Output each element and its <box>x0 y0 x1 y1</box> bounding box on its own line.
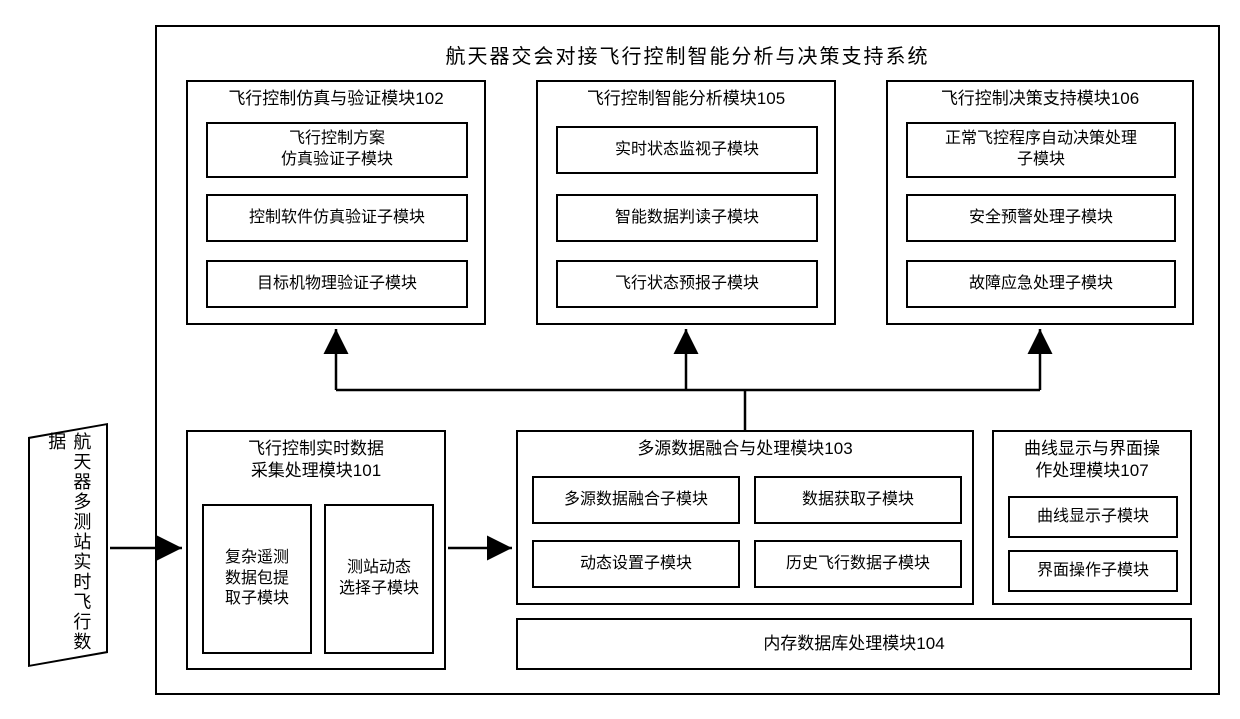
module-m102: 飞行控制仿真与验证模块102 飞行控制方案仿真验证子模块控制软件仿真验证子模块目标… <box>186 80 486 325</box>
submodule-m105-2: 飞行状态预报子模块 <box>556 260 818 308</box>
submodule-m102-1: 控制软件仿真验证子模块 <box>206 194 468 242</box>
submodule-m102-0: 飞行控制方案仿真验证子模块 <box>206 122 468 178</box>
module-m106: 飞行控制决策支持模块106 正常飞控程序自动决策处理子模块安全预警处理子模块故障应… <box>886 80 1194 325</box>
submodule-m103-0: 多源数据融合子模块 <box>532 476 740 524</box>
submodule-m103-2: 动态设置子模块 <box>532 540 740 588</box>
submodule-m105-0: 实时状态监视子模块 <box>556 126 818 174</box>
module-title-m101: 飞行控制实时数据采集处理模块101 <box>188 432 444 486</box>
submodule-m103-1: 数据获取子模块 <box>754 476 962 524</box>
input-data-box: 航天器多测站实时飞行数据 <box>28 423 108 667</box>
submodule-m106-0: 正常飞控程序自动决策处理子模块 <box>906 122 1176 178</box>
system-title: 航天器交会对接飞行控制智能分析与决策支持系统 <box>155 40 1220 69</box>
module-title-m105: 飞行控制智能分析模块105 <box>538 82 834 114</box>
module-m107: 曲线显示与界面操作处理模块107 曲线显示子模块界面操作子模块 <box>992 430 1192 605</box>
submodule-m103-3: 历史飞行数据子模块 <box>754 540 962 588</box>
module-title-m107: 曲线显示与界面操作处理模块107 <box>994 432 1190 486</box>
input-data-label: 航天器多测站实时飞行数据 <box>43 432 93 658</box>
module-title-m104: 内存数据库处理模块104 <box>763 633 944 655</box>
submodule-m101-1: 测站动态选择子模块 <box>324 504 434 654</box>
module-title-m102: 飞行控制仿真与验证模块102 <box>188 82 484 114</box>
submodule-m107-0: 曲线显示子模块 <box>1008 496 1178 538</box>
module-m104: 内存数据库处理模块104 <box>516 618 1192 670</box>
submodule-m106-2: 故障应急处理子模块 <box>906 260 1176 308</box>
submodule-m105-1: 智能数据判读子模块 <box>556 194 818 242</box>
module-title-m106: 飞行控制决策支持模块106 <box>888 82 1192 114</box>
submodule-m107-1: 界面操作子模块 <box>1008 550 1178 592</box>
submodule-m102-2: 目标机物理验证子模块 <box>206 260 468 308</box>
module-title-m103: 多源数据融合与处理模块103 <box>518 432 972 464</box>
module-m105: 飞行控制智能分析模块105 实时状态监视子模块智能数据判读子模块飞行状态预报子模块 <box>536 80 836 325</box>
module-m101: 飞行控制实时数据采集处理模块101 复杂遥测数据包提取子模块测站动态选择子模块 <box>186 430 446 670</box>
module-m103: 多源数据融合与处理模块103 多源数据融合子模块数据获取子模块动态设置子模块历史飞… <box>516 430 974 605</box>
submodule-m101-0: 复杂遥测数据包提取子模块 <box>202 504 312 654</box>
submodule-m106-1: 安全预警处理子模块 <box>906 194 1176 242</box>
